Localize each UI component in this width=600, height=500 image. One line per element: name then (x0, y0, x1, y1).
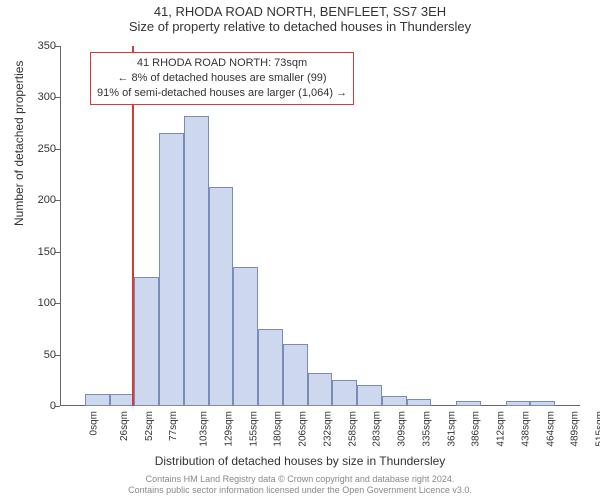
title-line1: 41, RHODA ROAD NORTH, BENFLEET, SS7 3EH (0, 4, 600, 19)
x-tick-label: 180sqm (273, 411, 284, 447)
footer-line2: Contains public sector information licen… (0, 485, 600, 496)
histogram-bar (530, 401, 555, 406)
histogram-bar (233, 267, 258, 406)
histogram-bar (258, 329, 283, 406)
histogram-bar (134, 277, 159, 406)
x-tick-label: 515sqm (595, 411, 600, 447)
x-tick-label: 386sqm (471, 411, 482, 447)
y-tick-label: 100 (38, 297, 56, 309)
x-tick-label: 464sqm (545, 411, 556, 447)
title-line2: Size of property relative to detached ho… (0, 19, 600, 34)
histogram-bar (506, 401, 531, 406)
x-tick-label: 103sqm (199, 411, 210, 447)
x-tick-label: 129sqm (223, 411, 234, 447)
y-tick-label: 150 (38, 246, 56, 258)
y-tick-label: 300 (38, 91, 56, 103)
footer: Contains HM Land Registry data © Crown c… (0, 474, 600, 496)
x-tick-label: 0sqm (88, 411, 99, 435)
x-tick-label: 283sqm (372, 411, 383, 447)
histogram-bar (159, 133, 184, 406)
histogram-bar (407, 399, 432, 406)
histogram-bar (85, 394, 110, 406)
x-tick-label: 26sqm (119, 411, 130, 441)
x-tick-label: 361sqm (446, 411, 457, 447)
x-tick-label: 412sqm (496, 411, 507, 447)
x-tick-label: 155sqm (248, 411, 259, 447)
histogram-bar (332, 380, 357, 406)
chart-title: 41, RHODA ROAD NORTH, BENFLEET, SS7 3EH … (0, 4, 600, 34)
histogram-bar (357, 385, 382, 406)
histogram-bar (382, 396, 407, 406)
y-tick-label: 250 (38, 143, 56, 155)
x-tick-label: 309sqm (397, 411, 408, 447)
x-axis-label: Distribution of detached houses by size … (0, 454, 600, 468)
x-tick-label: 206sqm (298, 411, 309, 447)
histogram-bar (308, 373, 333, 406)
y-tick-label: 200 (38, 194, 56, 206)
x-tick-label: 77sqm (168, 411, 179, 441)
histogram-bar (110, 394, 135, 406)
y-tick-label: 50 (44, 349, 56, 361)
info-line3: 91% of semi-detached houses are larger (… (97, 86, 347, 101)
histogram-bar (456, 401, 481, 406)
x-tick-label: 52sqm (144, 411, 155, 441)
histogram-bar (184, 116, 209, 406)
info-box: 41 RHODA ROAD NORTH: 73sqm ← 8% of detac… (90, 52, 354, 105)
y-axis-label: Number of detached properties (12, 61, 26, 226)
x-tick-label: 335sqm (421, 411, 432, 447)
x-tick-label: 258sqm (347, 411, 358, 447)
x-tick-label: 232sqm (322, 411, 333, 447)
x-tick-label: 438sqm (521, 411, 532, 447)
histogram-bar (283, 344, 308, 406)
x-tick-label: 489sqm (570, 411, 581, 447)
y-tick-label: 0 (50, 400, 56, 412)
y-tick-label: 350 (38, 40, 56, 52)
info-line1: 41 RHODA ROAD NORTH: 73sqm (97, 56, 347, 71)
histogram-bar (209, 187, 234, 406)
footer-line1: Contains HM Land Registry data © Crown c… (0, 474, 600, 485)
plot-area: 41 RHODA ROAD NORTH: 73sqm ← 8% of detac… (60, 46, 580, 406)
info-line2: ← 8% of detached houses are smaller (99) (97, 71, 347, 86)
